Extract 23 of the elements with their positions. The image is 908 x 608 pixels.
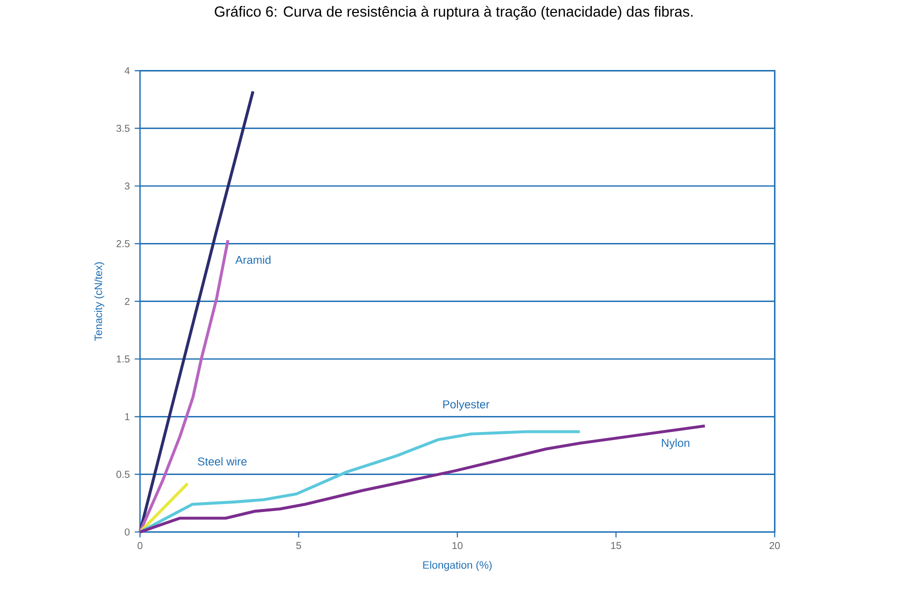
x-tick-label: 5 bbox=[296, 542, 302, 550]
x-axis-title: Elongation (%) bbox=[423, 560, 492, 571]
y-tick-label: 3.5 bbox=[116, 124, 130, 132]
y-tick-label: 2.5 bbox=[116, 240, 130, 248]
series-label: Steel wire bbox=[198, 457, 247, 466]
y-tick-label: 4 bbox=[124, 67, 130, 74]
series-label: Aramid bbox=[235, 256, 270, 264]
x-tick-label: 10 bbox=[452, 542, 462, 550]
line-series bbox=[138, 430, 582, 534]
y-tick-label: 3 bbox=[124, 182, 130, 190]
y-axis-title: Tenacity (cN/tex) bbox=[94, 262, 104, 341]
series-label: Polyester bbox=[443, 400, 490, 411]
line-series bbox=[138, 424, 706, 534]
y-tick-label: 2 bbox=[124, 298, 130, 305]
y-tick-label: 1 bbox=[125, 413, 130, 420]
y-tick-label: 1.5 bbox=[116, 356, 130, 362]
x-tick-label: 20 bbox=[770, 542, 780, 550]
series-label: Nylon bbox=[662, 438, 690, 450]
chart-title: Gráfico 6: Curva de resistência à ruptura à tração (tenacidade) das fibras. bbox=[214, 6, 693, 20]
y-tick-label: 0.5 bbox=[116, 470, 130, 478]
x-tick-label: 0 bbox=[138, 542, 142, 550]
y-tick-label: 0 bbox=[124, 528, 130, 536]
x-tick-label: 15 bbox=[611, 542, 622, 550]
